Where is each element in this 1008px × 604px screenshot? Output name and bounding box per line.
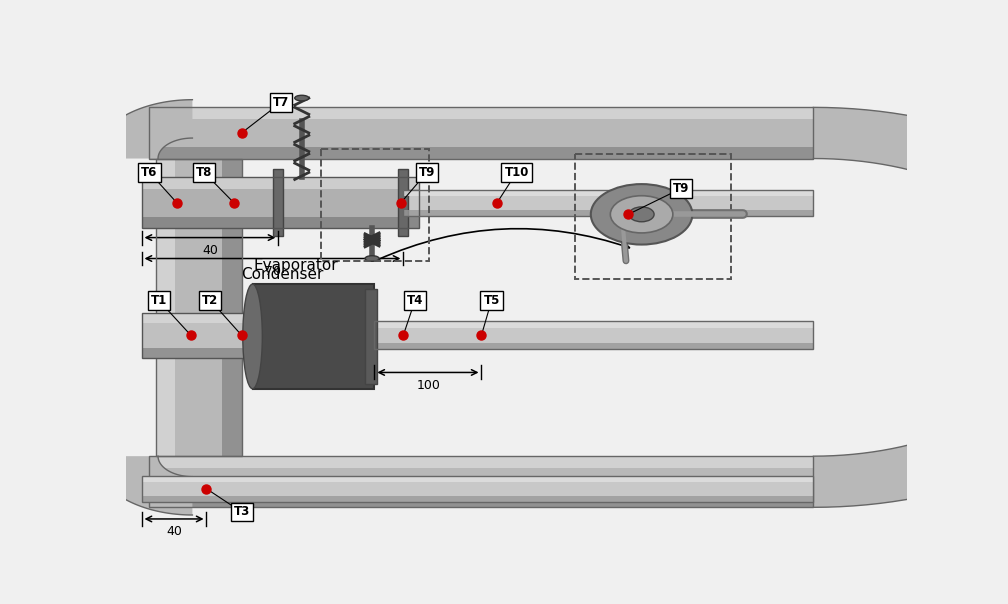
Bar: [141, 496, 813, 502]
Polygon shape: [813, 108, 1008, 507]
Bar: [141, 177, 419, 228]
Bar: [149, 108, 813, 158]
Circle shape: [591, 184, 692, 245]
Bar: [149, 456, 813, 467]
Text: T7: T7: [272, 96, 289, 109]
Bar: [374, 321, 813, 349]
Text: T6: T6: [141, 166, 157, 179]
Bar: [403, 190, 813, 196]
Bar: [141, 476, 813, 502]
Text: 40: 40: [166, 525, 182, 539]
Bar: [141, 177, 419, 188]
Bar: [141, 476, 813, 502]
Bar: [141, 313, 255, 358]
Bar: [149, 496, 813, 507]
Text: T1: T1: [150, 294, 167, 307]
Text: 40: 40: [203, 243, 219, 257]
Bar: [576, 154, 732, 280]
Bar: [156, 158, 175, 456]
Bar: [374, 343, 813, 349]
Text: T5: T5: [484, 294, 500, 307]
Bar: [141, 476, 813, 481]
Bar: [156, 158, 242, 456]
Bar: [141, 177, 419, 228]
Bar: [374, 321, 813, 327]
Bar: [149, 456, 813, 507]
Bar: [403, 210, 813, 216]
Bar: [141, 217, 419, 228]
Ellipse shape: [365, 255, 379, 262]
Text: Evaporator: Evaporator: [254, 258, 339, 273]
Text: T3: T3: [234, 506, 250, 518]
Bar: [149, 456, 813, 507]
Text: T4: T4: [407, 294, 423, 307]
Text: 70: 70: [265, 265, 281, 278]
Polygon shape: [94, 100, 193, 158]
Circle shape: [611, 196, 673, 233]
Bar: [149, 108, 813, 119]
Bar: [365, 289, 377, 384]
Circle shape: [629, 207, 654, 222]
Bar: [156, 158, 242, 456]
Bar: [141, 313, 255, 358]
Text: Condenser: Condenser: [241, 268, 324, 282]
Ellipse shape: [294, 95, 308, 101]
Bar: [149, 108, 813, 158]
Bar: [322, 149, 429, 261]
Bar: [149, 147, 813, 158]
Bar: [141, 347, 255, 358]
Text: T8: T8: [196, 166, 213, 179]
Bar: [403, 190, 813, 216]
Bar: [398, 170, 408, 236]
Bar: [141, 313, 255, 323]
Text: T2: T2: [203, 294, 219, 307]
Text: T10: T10: [504, 166, 529, 179]
Bar: [223, 158, 242, 456]
Bar: [374, 321, 813, 349]
Bar: [403, 190, 813, 216]
Bar: [253, 284, 374, 389]
Text: T9: T9: [672, 182, 688, 195]
Ellipse shape: [243, 284, 262, 389]
Text: T9: T9: [418, 166, 434, 179]
Text: 100: 100: [416, 379, 440, 391]
Polygon shape: [94, 456, 193, 515]
Bar: [273, 170, 283, 236]
